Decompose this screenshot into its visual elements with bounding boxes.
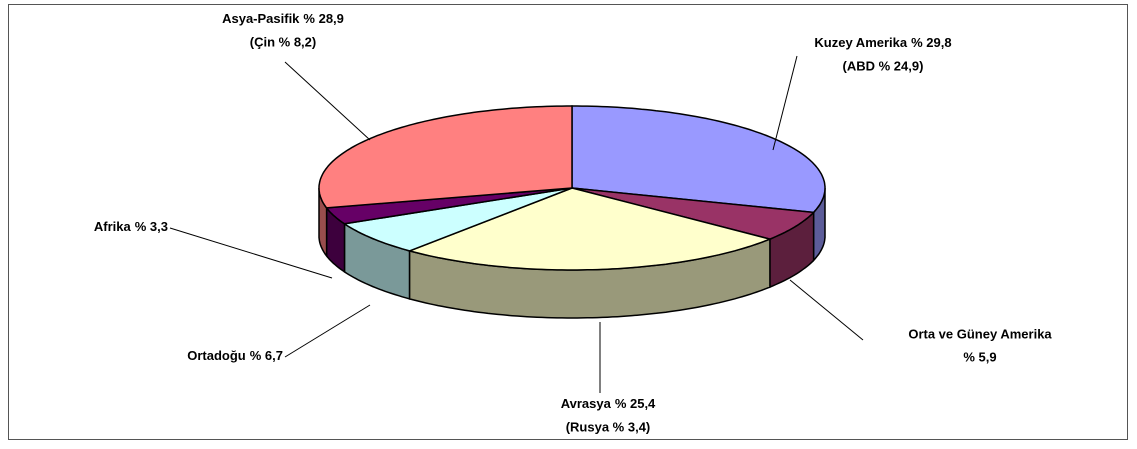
slice-label: Asya-Pasifik% 28,9 (222, 11, 344, 26)
slice (342, 187, 573, 252)
slice-label: Ortadoğu % 6,7 (187, 348, 283, 363)
annotation: (ABD % 24,9) (843, 58, 924, 73)
value-label: % 6,7 (250, 348, 283, 363)
category-name: Afrika (94, 219, 132, 234)
category-name: Asya-Pasifik (222, 11, 300, 26)
slice (325, 187, 573, 225)
leader-line (284, 304, 371, 358)
annotation: (Çin % 8,2) (250, 34, 316, 49)
category-name: Kuzey Amerika (814, 35, 907, 50)
value-label: % 29,8 (911, 35, 951, 50)
value-label: % 28,9 (303, 11, 343, 26)
slice (318, 105, 573, 209)
leader-line (169, 227, 333, 279)
slice (571, 187, 816, 240)
slice-label: Afrika% 3,3 (94, 219, 168, 234)
slice-label: Orta ve Güney Amerika (908, 326, 1052, 341)
value-label: % 3,3 (135, 219, 168, 234)
leader-line (284, 61, 371, 141)
category-name: Avrasya (561, 396, 612, 411)
category-name: Ortadoğu (187, 348, 246, 363)
leader-line (789, 279, 864, 341)
annotation: (Rusya % 3,4) (566, 419, 651, 434)
slice-label: Kuzey Amerika % 29,8 (814, 35, 951, 50)
value-label: % 25,4 (615, 396, 656, 411)
leader-line (772, 55, 798, 151)
slice (407, 187, 773, 271)
value-label: % 5,9 (963, 349, 996, 364)
slice-label: Avrasya% 25,4 (561, 396, 656, 411)
tops (318, 105, 826, 271)
